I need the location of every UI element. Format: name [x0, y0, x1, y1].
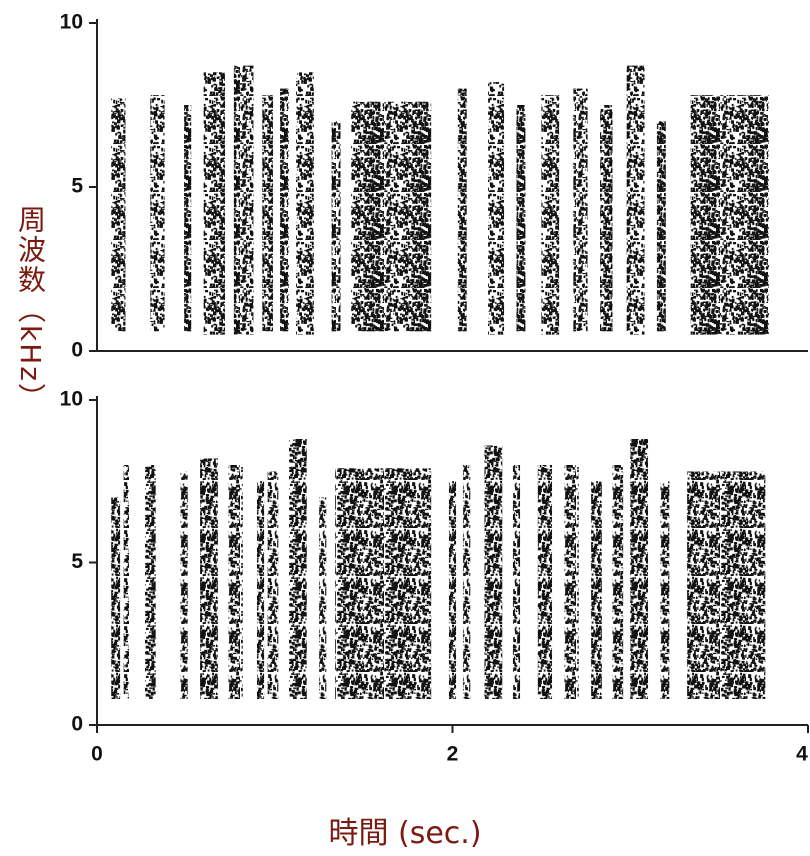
spectral-band: [457, 88, 467, 332]
spectral-band: [180, 471, 188, 699]
spectral-band: [630, 439, 649, 699]
spectral-band: [690, 95, 769, 335]
spectral-band: [203, 72, 225, 335]
spectral-band: [564, 465, 579, 699]
spectral-band: [537, 465, 553, 699]
spectral-band: [288, 439, 307, 699]
spectral-band: [184, 105, 192, 332]
spectral-band: [111, 497, 121, 699]
spectral-band: [262, 95, 273, 332]
spectral-band: [267, 471, 279, 699]
spectral-band: [256, 481, 265, 699]
y-axis-label: 周波数（kHz）: [14, 205, 47, 413]
spectral-band: [463, 465, 471, 699]
spectral-band: [280, 88, 289, 332]
spectral-band: [233, 65, 254, 335]
x-axis-label: 時間 (sec.): [328, 816, 482, 851]
spectral-band: [687, 471, 766, 699]
spectral-band: [111, 98, 126, 332]
y-tick-label: 0: [71, 339, 83, 362]
y-tick-label: 10: [60, 388, 83, 411]
spectral-band: [626, 65, 645, 335]
spectral-band: [541, 95, 560, 335]
spectral-band: [573, 88, 588, 332]
spectral-band: [660, 481, 670, 699]
spectral-band: [488, 82, 505, 335]
spectral-band: [150, 95, 165, 332]
spectral-band: [484, 445, 503, 699]
spectral-band: [296, 72, 314, 335]
spectral-band: [512, 465, 521, 699]
spectral-band: [319, 497, 327, 699]
y-tick-label: 5: [71, 550, 83, 573]
y-tick-label: 5: [71, 175, 83, 198]
y-tick-label: 10: [60, 11, 83, 34]
spectral-band: [656, 121, 666, 332]
spectral-band: [200, 458, 218, 699]
spectral-band: [448, 481, 457, 699]
spectral-band: [591, 481, 602, 699]
spectral-band: [516, 105, 526, 332]
x-tick-label: 2: [447, 743, 459, 766]
y-tick-label: 0: [71, 713, 83, 736]
spectral-band: [123, 465, 129, 699]
spectral-band: [600, 105, 613, 332]
spectral-band: [144, 465, 156, 699]
x-tick-label: 4: [796, 743, 808, 766]
spectral-band: [612, 465, 624, 699]
spectral-band: [331, 121, 341, 332]
spectral-band: [335, 468, 432, 699]
spectral-band: [228, 465, 243, 699]
spectral-band: [351, 101, 432, 332]
x-tick-label: 0: [91, 743, 103, 766]
